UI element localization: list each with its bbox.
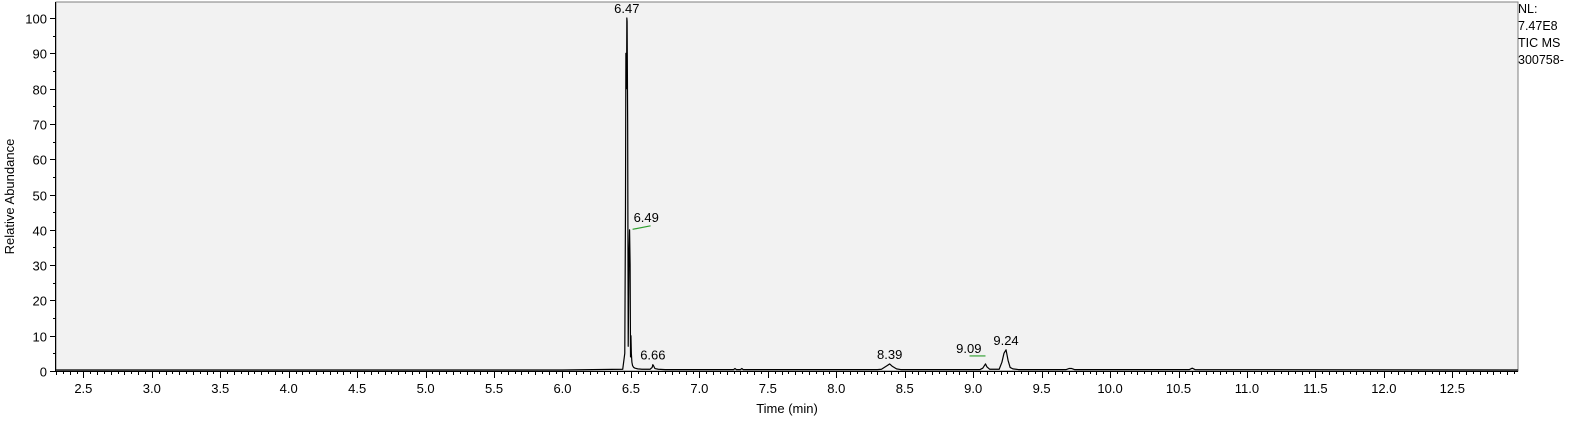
x-tick-label: 7.5 bbox=[759, 381, 777, 396]
x-tick-label: 3.0 bbox=[143, 381, 161, 396]
x-tick-label: 12.5 bbox=[1440, 381, 1465, 396]
tic-trace bbox=[56, 17, 1519, 371]
x-tick-label: 12.0 bbox=[1371, 381, 1396, 396]
x-tick-label: 3.5 bbox=[211, 381, 229, 396]
plot-area bbox=[55, 1, 1519, 372]
normalization-value: 7.47E8 bbox=[1518, 19, 1558, 33]
x-tick-label: 6.0 bbox=[553, 381, 571, 396]
x-tick-label: 11.5 bbox=[1303, 381, 1327, 396]
y-tick-label: 20 bbox=[33, 294, 47, 309]
y-tick-label: 0 bbox=[40, 365, 47, 380]
peak-label: 6.49 bbox=[634, 210, 659, 225]
x-tick-label: 8.0 bbox=[827, 381, 845, 396]
y-tick-label: 60 bbox=[33, 153, 47, 168]
normalization-label: NL: bbox=[1518, 2, 1538, 16]
y-tick-label: 50 bbox=[33, 189, 47, 204]
y-axis: 0 10 20 30 40 50 60 70 80 90 100 bbox=[25, 12, 56, 380]
y-tick-label: 70 bbox=[33, 118, 47, 133]
x-tick-label: 9.0 bbox=[964, 381, 982, 396]
x-tick-label: 11.0 bbox=[1235, 381, 1259, 396]
peak-labels: 6.47 6.49 6.66 8.39 9.09 9.24 bbox=[614, 1, 1019, 363]
x-tick-label: 9.5 bbox=[1033, 381, 1051, 396]
y-tick-label: 10 bbox=[33, 330, 47, 345]
trace-type-label: TIC MS bbox=[1518, 36, 1561, 50]
x-tick-label: 6.5 bbox=[622, 381, 640, 396]
x-axis: 2.5 3.0 3.5 4.0 4.5 5.0 5.5 6.0 6.5 7.0 7.5 8.0 8.5 9… bbox=[56, 371, 1515, 396]
peak-label-leader bbox=[632, 225, 651, 230]
x-tick-label: 5.5 bbox=[485, 381, 503, 396]
file-name: 300758- bbox=[1518, 53, 1564, 67]
x-tick-label: 7.0 bbox=[690, 381, 708, 396]
peak-label: 6.66 bbox=[640, 348, 665, 363]
y-axis-title: Relative Abundance bbox=[2, 139, 17, 255]
peak-label: 9.24 bbox=[993, 333, 1018, 348]
y-tick-label: 30 bbox=[33, 259, 47, 274]
x-tick-label: 4.5 bbox=[348, 381, 366, 396]
x-tick-label: 2.5 bbox=[74, 381, 92, 396]
peak-label: 9.09 bbox=[956, 341, 981, 356]
x-axis-title: Time (min) bbox=[756, 401, 818, 416]
y-tick-label: 40 bbox=[33, 224, 47, 239]
x-tick-label: 10.0 bbox=[1097, 381, 1122, 396]
y-tick-label: 90 bbox=[33, 47, 47, 62]
peak-label: 6.47 bbox=[614, 1, 639, 16]
y-tick-label: 80 bbox=[33, 83, 47, 98]
y-tick-label: 100 bbox=[25, 12, 47, 27]
peak-label: 8.39 bbox=[877, 347, 902, 362]
x-tick-label: 8.5 bbox=[896, 381, 914, 396]
x-tick-label: 10.5 bbox=[1166, 381, 1191, 396]
x-tick-label: 4.0 bbox=[280, 381, 298, 396]
x-tick-label: 5.0 bbox=[417, 381, 435, 396]
scan-info-panel: NL: 7.47E8 TIC MS 300758- bbox=[1518, 1, 1574, 69]
